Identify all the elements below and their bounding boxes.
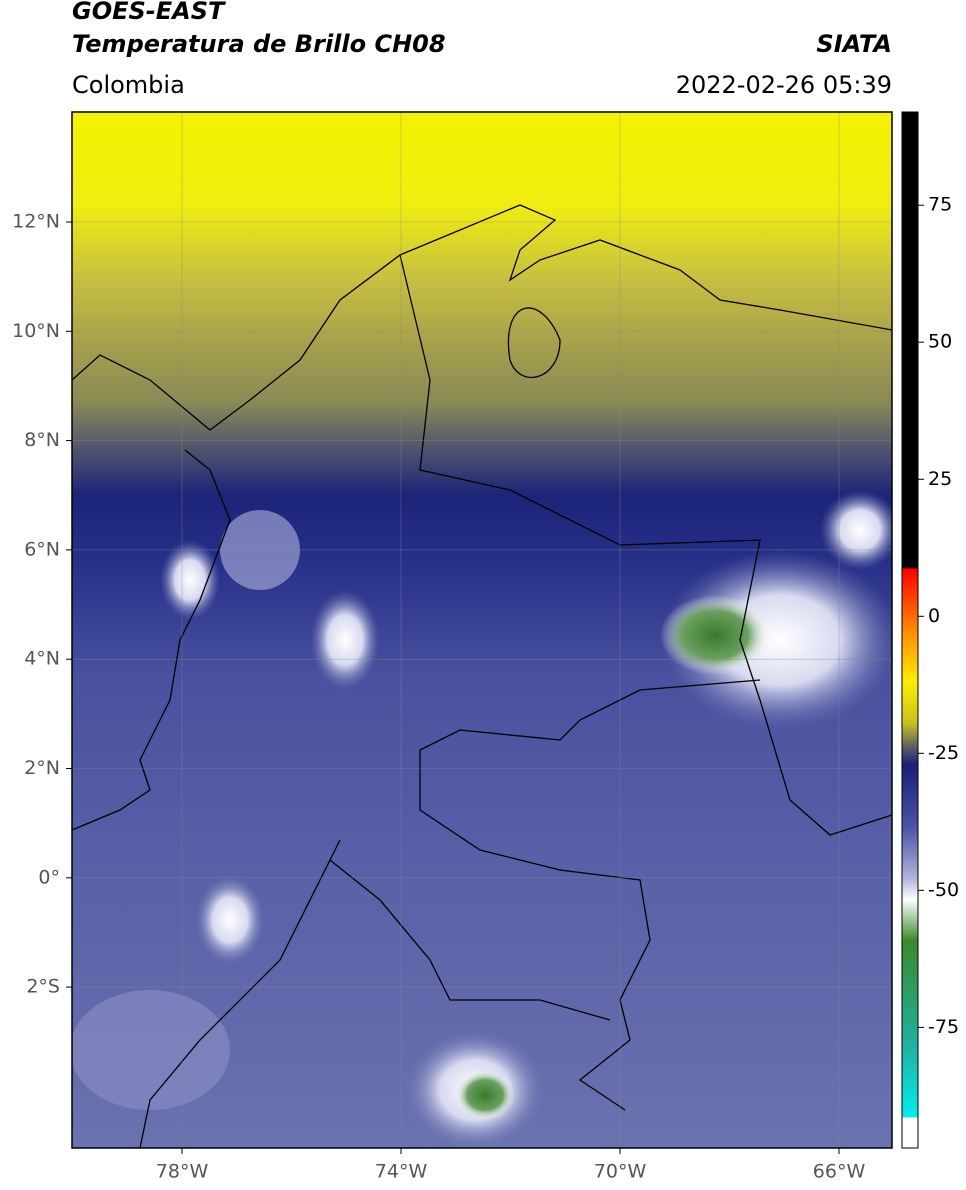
lat-label: 2°S xyxy=(26,976,60,998)
lat-label: 0° xyxy=(38,866,60,888)
lat-label: 10°N xyxy=(12,320,60,342)
colorbar-label: 50 xyxy=(928,331,952,353)
lon-label: 66°W xyxy=(813,1161,866,1183)
lon-label: 70°W xyxy=(594,1161,647,1183)
colorbar-label: 0 xyxy=(928,605,940,627)
datetime: 2022-02-26 05:39 xyxy=(676,71,892,99)
colorbar-label: -75 xyxy=(928,1016,959,1038)
colorbar-label: -25 xyxy=(928,742,959,764)
lon-label: 78°W xyxy=(156,1161,209,1183)
lat-label: 6°N xyxy=(24,538,60,560)
title-line2: Temperatura de Brillo CH08 xyxy=(72,30,446,58)
title-line1: GOES-EAST xyxy=(72,0,226,25)
source: SIATA xyxy=(816,30,892,58)
colorbar-label: 75 xyxy=(928,194,952,216)
colorbar-label: 25 xyxy=(928,468,952,490)
map-frame xyxy=(71,111,893,1149)
graticule xyxy=(72,112,892,1148)
colorbar-label: -50 xyxy=(928,879,959,901)
lat-label: 2°N xyxy=(24,757,60,779)
colorbar xyxy=(901,111,919,1149)
lon-label: 74°W xyxy=(375,1161,428,1183)
lat-label: 4°N xyxy=(24,648,60,670)
region: Colombia xyxy=(72,71,185,99)
lat-label: 12°N xyxy=(12,211,60,233)
lat-label: 8°N xyxy=(24,429,60,451)
satellite-image xyxy=(72,112,892,1148)
